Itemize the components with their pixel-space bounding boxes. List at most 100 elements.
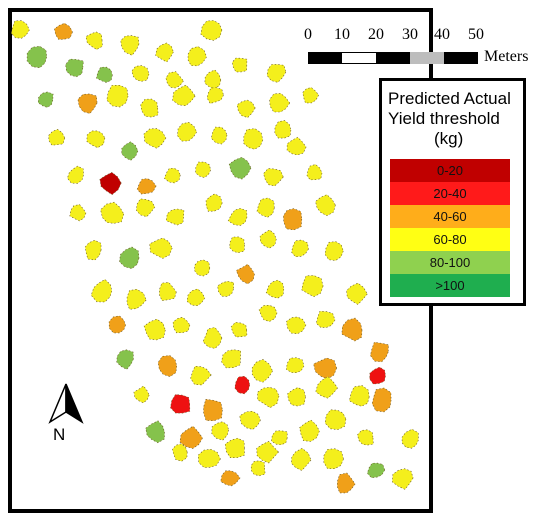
legend: Predicted Actual Yield threshold (kg) 0-…	[379, 78, 526, 306]
plant-canopy	[157, 355, 178, 377]
plant-canopy	[243, 128, 264, 150]
plant-canopy	[165, 71, 184, 89]
plant-canopy	[85, 31, 103, 50]
plant-canopy	[391, 468, 414, 490]
plant-canopy	[204, 69, 222, 90]
plant-canopy	[251, 359, 273, 383]
plant-canopy	[163, 167, 181, 184]
scale-segment	[308, 52, 342, 64]
plant-canopy	[140, 98, 159, 118]
plant-canopy	[274, 120, 292, 139]
plant-canopy	[291, 447, 312, 471]
scale-segment	[410, 52, 444, 64]
plant-canopy	[202, 327, 223, 349]
plant-canopy	[220, 470, 241, 487]
plant-canopy	[224, 437, 245, 459]
plant-canopy	[299, 419, 320, 442]
plant-canopy	[177, 121, 198, 142]
plant-canopy	[131, 65, 150, 82]
plant-canopy	[287, 387, 306, 407]
legend-title: Predicted Actual Yield threshold (kg)	[388, 89, 526, 149]
plant-canopy	[86, 130, 106, 149]
scale-segment	[444, 52, 478, 64]
plant-canopy	[84, 239, 102, 261]
plant-canopy	[172, 443, 188, 462]
plant-canopy	[186, 288, 206, 307]
plant-canopy	[229, 236, 245, 254]
plant-canopy	[369, 366, 386, 385]
plant-canopy	[285, 357, 305, 374]
plant-canopy	[205, 193, 223, 212]
plant-canopy	[357, 429, 374, 446]
plant-canopy	[301, 275, 324, 298]
plant-canopy	[257, 386, 280, 409]
plant-canopy	[133, 385, 150, 404]
plant-canopy	[108, 315, 126, 334]
north-label: N	[53, 425, 66, 444]
plant-canopy	[69, 204, 87, 222]
plant-canopy	[143, 318, 166, 341]
plant-canopy	[170, 394, 191, 414]
plant-canopy	[187, 46, 207, 67]
plant-canopy	[263, 168, 284, 187]
plant-canopy	[370, 341, 389, 363]
plant-canopy	[258, 304, 278, 322]
plant-canopy	[336, 472, 356, 494]
scale-label-10: 10	[334, 26, 350, 43]
plant-canopy	[371, 387, 392, 413]
plant-canopy	[194, 259, 211, 277]
plant-canopy	[346, 282, 368, 305]
scale-segment	[342, 52, 376, 64]
legend-title-line: (kg)	[434, 129, 464, 148]
plant-canopy	[291, 239, 309, 258]
legend-item-20-40: 20-40	[390, 182, 510, 205]
plant-canopy	[120, 35, 140, 56]
plant-canopy	[239, 410, 261, 430]
plant-canopy	[283, 208, 303, 231]
plant-canopy	[119, 246, 140, 269]
plant-canopy	[227, 208, 248, 226]
plant-canopy	[256, 197, 275, 218]
plant-canopy	[315, 194, 336, 217]
plant-canopy	[126, 288, 147, 310]
plant-canopy	[90, 279, 113, 303]
plant-canopy	[269, 93, 291, 113]
plant-canopy	[236, 99, 256, 118]
plant-canopy	[145, 420, 165, 444]
scale-bar: 0 10 20 30 40 50 Meters	[298, 20, 550, 72]
legend-item-60-80: 60-80	[390, 228, 510, 251]
plant-canopy	[203, 398, 223, 422]
plant-canopy	[48, 128, 66, 146]
plant-canopy	[96, 66, 113, 83]
plant-canopy	[231, 57, 248, 73]
plant-canopy	[106, 84, 129, 108]
scale-label-30: 30	[402, 26, 418, 43]
scale-unit: Meters	[484, 48, 529, 65]
plant-canopy	[200, 20, 223, 41]
plant-canopy	[172, 316, 191, 334]
plant-canopy	[324, 409, 347, 430]
plant-canopy	[211, 421, 229, 441]
north-arrow-icon	[48, 383, 84, 424]
plant-canopy	[266, 64, 287, 83]
plant-canopy	[172, 84, 196, 107]
plant-canopy	[324, 241, 344, 261]
legend-title-line: Predicted Actual	[388, 89, 511, 108]
scale-segment	[376, 52, 410, 64]
plant-canopy	[143, 128, 167, 149]
plant-canopy	[323, 448, 344, 470]
plant-canopy	[206, 87, 224, 104]
plant-canopy	[210, 126, 228, 145]
plant-canopy	[302, 87, 320, 104]
plant-canopy	[67, 165, 84, 184]
plant-canopy	[136, 178, 157, 195]
plant-canopy	[121, 141, 139, 161]
plant-canopy	[10, 20, 30, 39]
plant-canopy	[401, 428, 419, 449]
plant-canopy	[228, 156, 252, 180]
plant-canopy	[313, 357, 338, 380]
plant-canopy	[37, 91, 54, 108]
plant-canopy	[65, 58, 84, 78]
plant-canopy	[315, 310, 336, 328]
